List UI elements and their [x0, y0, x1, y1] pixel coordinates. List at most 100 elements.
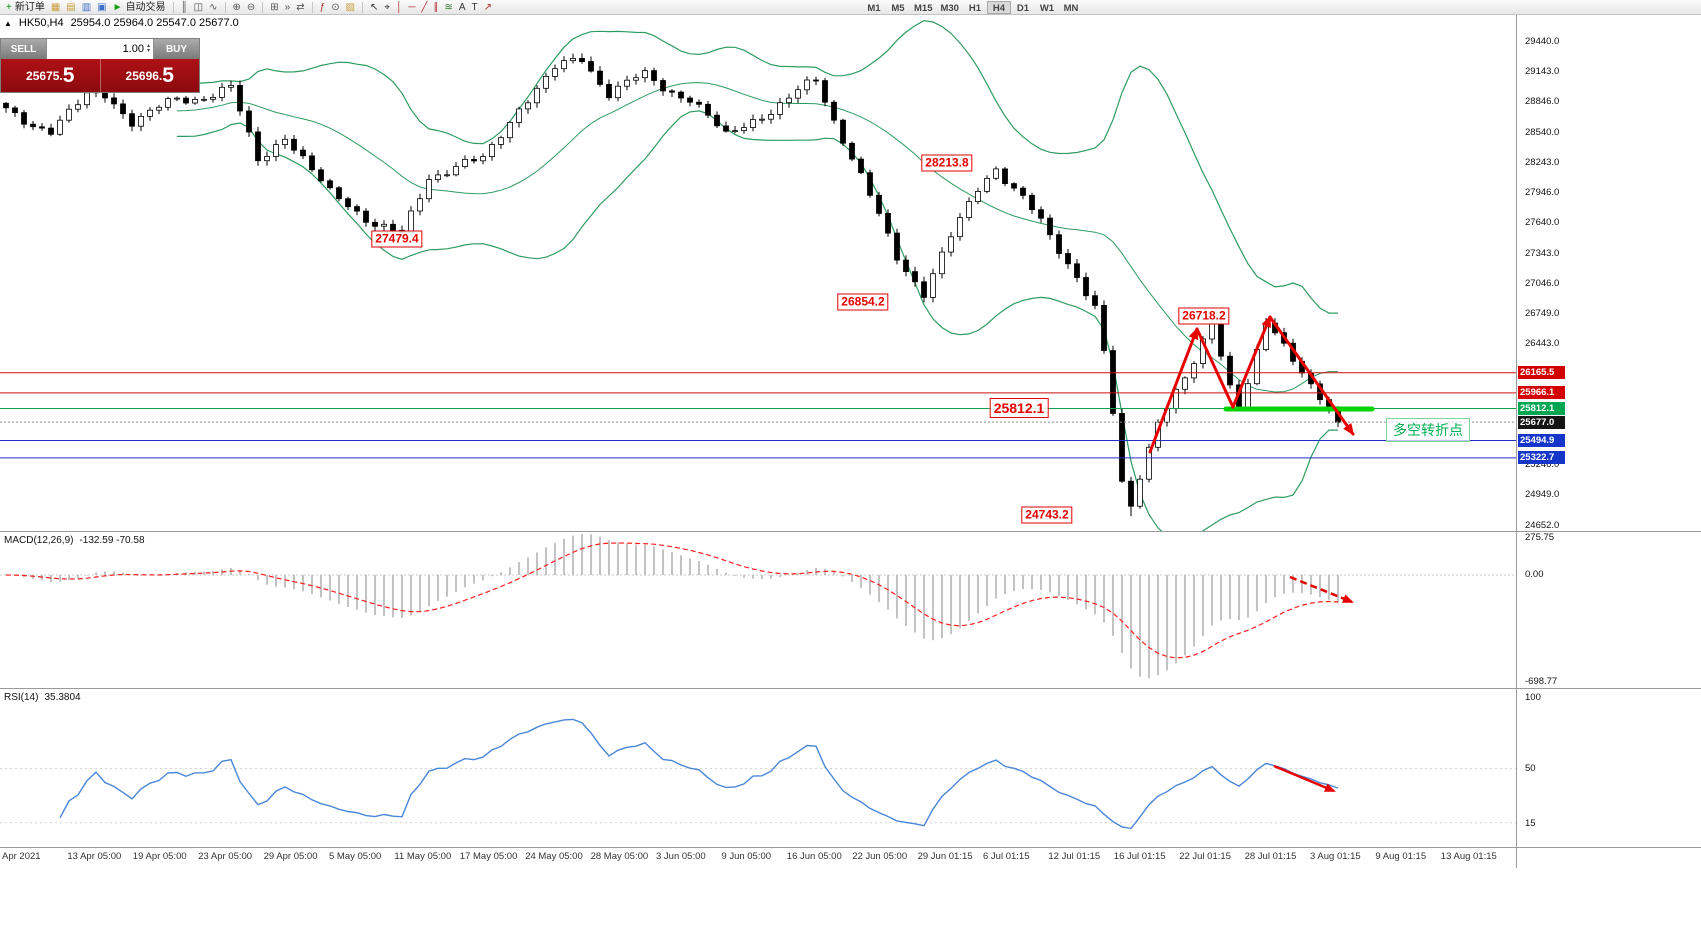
- timeframe-button-d1[interactable]: D1: [1016, 3, 1030, 14]
- price-annotation[interactable]: 26718.2: [1178, 307, 1230, 325]
- indicators-icon[interactable]: ƒ: [317, 1, 329, 14]
- rsi-value: 35.3804: [44, 692, 81, 703]
- time-axis-label: 22 Jul 01:15: [1179, 851, 1231, 862]
- zoom-in-icon[interactable]: ⊕: [230, 1, 244, 14]
- line-chart-icon[interactable]: ∿: [206, 1, 220, 14]
- text-icon[interactable]: A: [456, 1, 469, 14]
- rsi-panel: RSI(14) 35.3804: [0, 689, 1516, 847]
- zoom-in-icon-glyph: ⊕: [232, 1, 241, 13]
- arrows-icon[interactable]: ↗: [481, 1, 495, 14]
- timeframe-button-h4[interactable]: H4: [986, 1, 1011, 14]
- time-axis-label: 3 Jun 05:00: [656, 851, 706, 862]
- buy-price-main: 25696.: [125, 68, 163, 83]
- auto-scroll-icon[interactable]: »: [282, 1, 294, 14]
- fibonacci-icon[interactable]: ≋: [441, 1, 455, 14]
- timeframe-button-m1[interactable]: M1: [867, 3, 881, 14]
- zoom-out-icon[interactable]: ⊖: [244, 1, 258, 14]
- crosshair-icon[interactable]: ⌖: [381, 1, 393, 14]
- price-axis-tag: 26165.5: [1518, 366, 1565, 380]
- price-chart-canvas[interactable]: [0, 15, 1516, 531]
- price-axis-label: 28243.0: [1525, 156, 1560, 168]
- price-axis-tag: 25677.0: [1518, 415, 1565, 429]
- bar-chart-icon-glyph: ║: [180, 1, 188, 13]
- macd-panel: MACD(12,26,9) -132.59 -70.58: [0, 532, 1516, 688]
- new-order-button[interactable]: + 新订单: [3, 1, 48, 14]
- price-annotation[interactable]: 27479.4: [371, 230, 423, 248]
- horizontal-line-icon[interactable]: ─: [405, 1, 418, 14]
- cursor-icon[interactable]: ↖: [367, 1, 381, 14]
- auto-trading-glyph: ►: [112, 1, 123, 13]
- panel-separator[interactable]: [0, 847, 1701, 848]
- time-axis[interactable]: Apr 2021 13 Apr 05:00 19 Apr 05:00 23 Apr 0…: [0, 848, 1516, 868]
- price-axis-label: 27046.0: [1525, 277, 1560, 289]
- price-axis-label: 27640.0: [1525, 217, 1560, 229]
- volume-up-icon[interactable]: ▴: [146, 43, 150, 49]
- candlestick-chart-icon[interactable]: ◫: [191, 1, 206, 14]
- rsi-chart-canvas[interactable]: [0, 689, 1516, 847]
- price-annotation[interactable]: 25812.1: [989, 398, 1049, 418]
- macd-axis-label: 0.00: [1525, 569, 1544, 580]
- timeframe-button-m15[interactable]: M15: [914, 3, 933, 14]
- time-axis-label: 23 Apr 05:00: [198, 851, 253, 862]
- cursor-icon-glyph: ↖: [370, 1, 379, 13]
- buy-price[interactable]: 25696. 5: [99, 59, 200, 92]
- sell-button[interactable]: SELL: [1, 39, 47, 59]
- navigator-icon[interactable]: ▥: [79, 1, 94, 14]
- time-axis-label: 19 Apr 05:00: [132, 851, 187, 862]
- charts-icon-glyph: ▦: [50, 1, 61, 13]
- price-axis-tag: 25322.7: [1518, 451, 1565, 465]
- timeframe-button-mn[interactable]: MN: [1063, 3, 1079, 14]
- time-axis-label: 22 Jun 05:00: [852, 851, 908, 862]
- profiles-icon-glyph: ▤: [66, 1, 76, 13]
- macd-values: -132.59 -70.58: [79, 535, 145, 546]
- timeframe-button-m30[interactable]: M30: [940, 3, 959, 14]
- terminal-icon-glyph: ▣: [97, 1, 107, 13]
- vertical-line-icon[interactable]: │: [393, 1, 405, 14]
- templates-icon[interactable]: ▨: [343, 1, 358, 14]
- charts-icon[interactable]: ▦: [48, 1, 63, 14]
- macd-chart-canvas[interactable]: [0, 532, 1516, 688]
- price-axis[interactable]: 29440.0 29143.0 28846.0 28540.0 28243.0 27946…: [1516, 15, 1701, 868]
- trendline-icon[interactable]: ╱: [418, 1, 430, 14]
- price-axis-label: 25246.0: [1525, 459, 1560, 471]
- price-axis-label: 29440.0: [1525, 36, 1560, 47]
- price-annotation[interactable]: 26854.2: [837, 293, 889, 311]
- profiles-icon[interactable]: ▤: [63, 1, 78, 14]
- volume-value[interactable]: 1.00: [122, 43, 144, 55]
- panel-separator[interactable]: [0, 531, 1701, 532]
- time-axis-label: 9 Aug 01:15: [1375, 851, 1427, 862]
- tile-windows-icon[interactable]: ⊞: [267, 1, 281, 14]
- price-axis-label: 26749.0: [1525, 308, 1560, 320]
- sell-price[interactable]: 25675. 5: [1, 59, 100, 92]
- timeframe-button-h1[interactable]: H1: [968, 3, 982, 14]
- price-axis-label: 27946.0: [1525, 187, 1560, 199]
- one-click-trading-panel: SELL 1.00 ▴ ▾ BUY 25675. 5 25696. 5: [0, 38, 200, 93]
- label-icon-glyph: T: [471, 1, 478, 13]
- timeframe-button-w1[interactable]: W1: [1039, 3, 1055, 14]
- time-axis-label: 11 May 05:00: [394, 851, 452, 862]
- channel-icon[interactable]: ∥: [430, 1, 441, 14]
- text-annotation-note[interactable]: 多空转折点: [1386, 418, 1470, 442]
- auto-trading-button[interactable]: ► 自动交易: [110, 1, 169, 14]
- terminal-icon[interactable]: ▣: [94, 1, 109, 14]
- volume-spin-buttons[interactable]: ▴ ▾: [146, 43, 150, 54]
- volume-stepper[interactable]: 1.00 ▴ ▾: [47, 39, 153, 59]
- price-annotation[interactable]: 24743.2: [1021, 506, 1073, 524]
- price-annotation[interactable]: 28213.8: [921, 154, 973, 172]
- timeframe-button-m5[interactable]: M5: [891, 3, 905, 14]
- panel-separator[interactable]: [0, 688, 1701, 689]
- symbol-name: HK50,H4: [18, 17, 64, 29]
- label-icon[interactable]: T: [469, 1, 481, 14]
- periods-icon[interactable]: ⊙: [328, 1, 342, 14]
- tile-windows-icon-glyph: ⊞: [270, 1, 279, 13]
- buy-button[interactable]: BUY: [153, 39, 199, 59]
- volume-down-icon[interactable]: ▾: [146, 48, 150, 54]
- price-axis-label: 28846.0: [1525, 96, 1560, 108]
- templates-icon-glyph: ▨: [345, 1, 356, 13]
- rsi-name: RSI(14): [4, 692, 39, 703]
- chart-shift-icon[interactable]: ⇄: [293, 1, 307, 14]
- trade-panel-top-row: SELL 1.00 ▴ ▾ BUY: [1, 39, 199, 59]
- symbol-marker-icon: ▲: [4, 19, 12, 28]
- bar-chart-icon[interactable]: ║: [178, 1, 191, 14]
